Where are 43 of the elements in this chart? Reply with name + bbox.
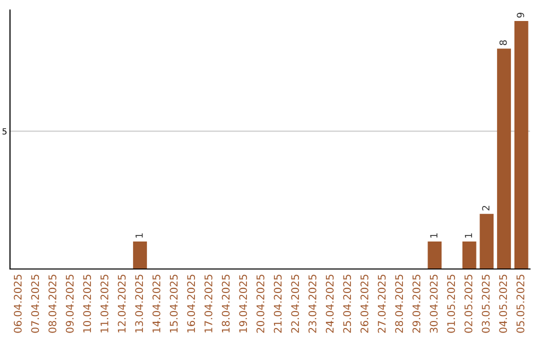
bar <box>133 241 147 269</box>
x-tick-label: 03.05.2025 <box>482 274 490 333</box>
x-tick-label: 30.04.2025 <box>430 274 438 333</box>
y-tick-label: 5 <box>2 128 6 135</box>
x-tick-label: 17.04.2025 <box>204 274 212 332</box>
bar <box>428 241 442 269</box>
x-tick-label: 02.05.2025 <box>464 274 472 333</box>
x-tick-label: 14.04.2025 <box>152 274 160 332</box>
data-label: 1 <box>136 233 143 238</box>
x-tick-label: 27.04.2025 <box>378 274 386 333</box>
x-tick-label: 01.05.2025 <box>447 274 456 333</box>
x-tick-label: 19.04.2025 <box>239 274 248 332</box>
bar <box>462 241 476 269</box>
x-tick-label: 20.04.2025 <box>256 274 264 333</box>
x-tick-label: 05.05.2025 <box>516 274 524 333</box>
x-tick-label: 23.04.2025 <box>308 274 316 333</box>
data-label: 9 <box>516 12 524 18</box>
x-tick-label: 10.04.2025 <box>83 274 92 332</box>
x-tick-label: 18.04.2025 <box>222 274 230 332</box>
x-tick-label: 25.04.2025 <box>343 274 352 333</box>
x-tick-label: 07.04.2025 <box>31 274 40 333</box>
bar <box>497 48 511 269</box>
x-tick-label: 29.04.2025 <box>412 274 420 333</box>
x-tick-label: 04.05.2025 <box>499 274 508 333</box>
x-tick-label: 13.04.2025 <box>135 274 144 332</box>
x-tick-label: 26.04.2025 <box>360 274 368 333</box>
bar <box>480 214 494 269</box>
x-tick-label: 15.04.2025 <box>170 274 178 332</box>
x-tick-label: 08.04.2025 <box>48 274 56 333</box>
x-tick-label: 28.04.2025 <box>395 274 404 333</box>
x-tick-label: 12.04.2025 <box>118 274 126 332</box>
x-tick-label: 22.04.2025 <box>291 274 300 333</box>
x-tick-label: 21.04.2025 <box>274 274 282 333</box>
x-tick-label: 06.04.2025 <box>14 274 22 333</box>
data-label: 1 <box>464 233 472 238</box>
data-label: 2 <box>482 206 490 210</box>
x-tick-label: 09.04.2025 <box>66 274 74 333</box>
data-label: 8 <box>499 40 507 46</box>
bar <box>514 21 528 269</box>
x-tick-label: 16.04.2025 <box>187 274 196 332</box>
x-tick-label: 11.04.2025 <box>100 274 108 332</box>
x-tick-label: 24.04.2025 <box>326 274 334 333</box>
data-label: 1 <box>430 233 438 238</box>
